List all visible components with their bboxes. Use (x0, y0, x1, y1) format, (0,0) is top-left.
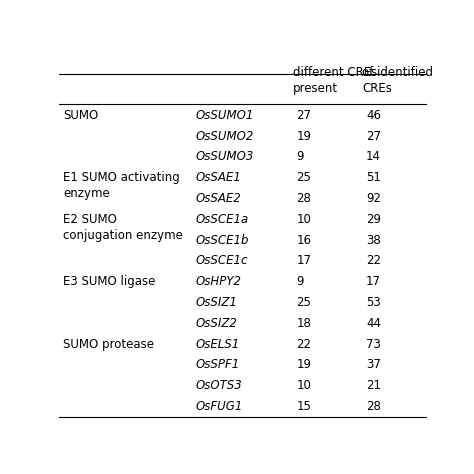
Text: 53: 53 (366, 296, 381, 309)
Text: OsFUG1: OsFUG1 (195, 400, 243, 413)
Text: 10: 10 (296, 213, 311, 226)
Text: E2 SUMO
conjugation enzyme: E2 SUMO conjugation enzyme (63, 213, 183, 242)
Text: of identified
CREs: of identified CREs (362, 66, 433, 95)
Text: 28: 28 (366, 400, 381, 413)
Text: 25: 25 (296, 296, 311, 309)
Text: 19: 19 (296, 358, 311, 371)
Text: OsSUMO1: OsSUMO1 (195, 109, 254, 122)
Text: OsSUMO2: OsSUMO2 (195, 129, 254, 143)
Text: OsSUMO3: OsSUMO3 (195, 150, 254, 164)
Text: OsSCE1a: OsSCE1a (195, 213, 248, 226)
Text: 18: 18 (296, 317, 311, 330)
Text: OsSPF1: OsSPF1 (195, 358, 239, 371)
Text: 21: 21 (366, 379, 381, 392)
Text: E3 SUMO ligase: E3 SUMO ligase (63, 275, 155, 288)
Text: 27: 27 (366, 129, 381, 143)
Text: SUMO protease: SUMO protease (63, 337, 154, 351)
Text: 22: 22 (296, 337, 311, 351)
Text: OsSIZ2: OsSIZ2 (195, 317, 237, 330)
Text: E1 SUMO activating
enzyme: E1 SUMO activating enzyme (63, 171, 180, 200)
Text: OsSAE2: OsSAE2 (195, 192, 241, 205)
Text: 17: 17 (296, 255, 311, 267)
Text: different CREs
present: different CREs present (292, 66, 377, 95)
Text: 29: 29 (366, 213, 381, 226)
Text: OsSCE1b: OsSCE1b (195, 234, 249, 246)
Text: 51: 51 (366, 171, 381, 184)
Text: 73: 73 (366, 337, 381, 351)
Text: 10: 10 (296, 379, 311, 392)
Text: OsSCE1c: OsSCE1c (195, 255, 248, 267)
Text: OsHPY2: OsHPY2 (195, 275, 241, 288)
Text: 92: 92 (366, 192, 381, 205)
Text: 9: 9 (296, 150, 304, 164)
Text: 28: 28 (296, 192, 311, 205)
Text: OsSIZ1: OsSIZ1 (195, 296, 237, 309)
Text: 25: 25 (296, 171, 311, 184)
Text: 22: 22 (366, 255, 381, 267)
Text: 19: 19 (296, 129, 311, 143)
Text: OsSAE1: OsSAE1 (195, 171, 241, 184)
Text: 17: 17 (366, 275, 381, 288)
Text: OsELS1: OsELS1 (195, 337, 239, 351)
Text: 46: 46 (366, 109, 381, 122)
Text: OsOTS3: OsOTS3 (195, 379, 242, 392)
Text: 44: 44 (366, 317, 381, 330)
Text: 14: 14 (366, 150, 381, 164)
Text: 37: 37 (366, 358, 381, 371)
Text: 9: 9 (296, 275, 304, 288)
Text: SUMO: SUMO (63, 109, 98, 122)
Text: 27: 27 (296, 109, 311, 122)
Text: 38: 38 (366, 234, 381, 246)
Text: 16: 16 (296, 234, 311, 246)
Text: 15: 15 (296, 400, 311, 413)
